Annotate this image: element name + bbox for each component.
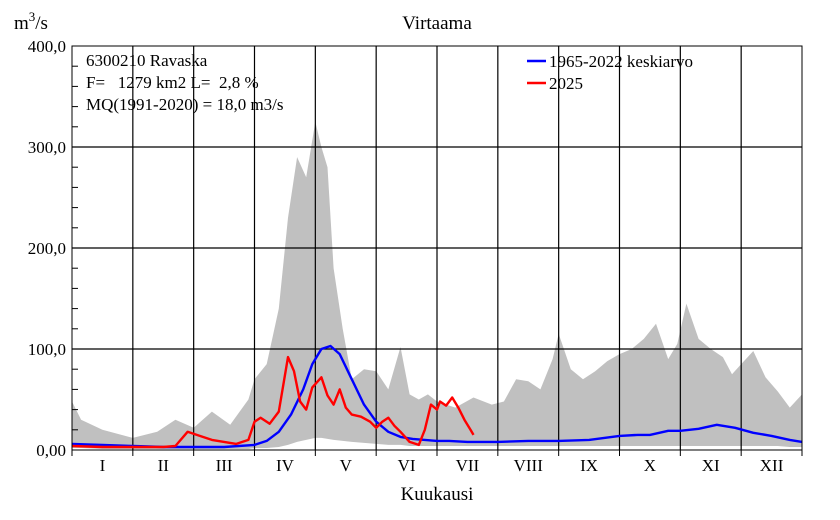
month-label: V [340,456,353,475]
y-axis-label-base: m [14,13,29,34]
month-label: VI [398,456,416,475]
legend-label-2025: 2025 [549,74,583,93]
station-info: 6300210 Ravaska F= 1279 km2 L= 2,8 % MQ(19… [86,51,284,114]
month-label: II [158,456,170,475]
series-line-2025 [71,355,475,449]
y-tick-label: 200,0 [28,239,66,258]
y-axis-label-rest: /s [35,13,48,34]
y-tick-label: 100,0 [28,340,66,359]
month-label: X [644,456,656,475]
series-layer [71,344,803,449]
y-axis-label: m3/s [14,9,48,34]
month-label: III [216,456,233,475]
station-info-line: 6300210 Ravaska [86,51,208,70]
legend: 1965-2022 keskiarvo 2025 [527,52,693,93]
chart-title: Virtaama [402,13,472,34]
station-info-line: MQ(1991-2020) = 18,0 m3/s [86,95,284,114]
month-label: IV [276,456,295,475]
month-label: VII [456,456,480,475]
month-label: I [100,456,106,475]
y-tick-label: 400,0 [28,37,66,56]
y-axis-label-superscript: 3 [29,9,36,24]
y-tick-label: 300,0 [28,138,66,157]
y-tick-label: 0,00 [36,441,66,460]
station-info-line: F= 1279 km2 L= 2,8 % [86,73,259,92]
grid-layer [72,46,802,450]
month-label: XI [702,456,720,475]
month-label: XII [760,456,784,475]
y-tick-layer: 0,00 100,0 200,0 300,0 400,0 [28,37,78,460]
series-line-mean [71,344,803,449]
x-axis-label: Kuukausi [401,484,474,505]
month-label: IX [580,456,598,475]
legend-label-mean: 1965-2022 keskiarvo [549,52,693,71]
month-label: VIII [514,456,544,475]
month-label-layer: I II III IV V VI VII VIII IX X XI XII [71,450,803,475]
